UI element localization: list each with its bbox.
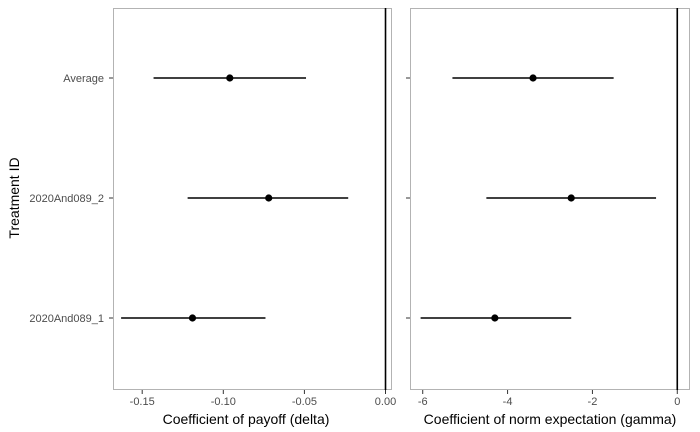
y-tick-label: 2020And089_1 <box>29 313 104 325</box>
panel-norm-expectation-gamma: -6 -4 -2 0 <box>406 8 690 408</box>
panel-border <box>410 8 690 390</box>
x-tick-label: -4 <box>503 396 513 408</box>
point-estimate <box>567 194 575 202</box>
x-tick-label: -0.15 <box>130 396 155 408</box>
point-estimate <box>265 194 273 202</box>
x-axis-title-payoff: Coefficient of payoff (delta) <box>163 411 330 427</box>
x-tick-label: -2 <box>588 396 598 408</box>
y-tick-label: 2020And089_2 <box>29 193 104 205</box>
panel-payoff-delta: -0.15 -0.10 -0.05 0.00 <box>109 8 396 408</box>
x-axis-title-norm: Coefficient of norm expectation (gamma) <box>424 411 677 427</box>
point-estimate <box>491 314 499 322</box>
point-estimate <box>188 314 197 322</box>
x-tick-label: 0 <box>674 396 680 408</box>
x-tick-label: -0.10 <box>211 396 236 408</box>
y-tick-labels: Average 2020And089_2 2020And089_1 <box>29 73 104 325</box>
point-estimate <box>226 74 234 82</box>
x-tick-label: -0.05 <box>292 396 317 408</box>
panel-border <box>113 8 392 390</box>
x-tick-label: -6 <box>418 396 428 408</box>
point-estimate <box>529 74 537 82</box>
y-tick-label: Average <box>63 73 104 85</box>
x-tick-label: 0.00 <box>375 396 396 408</box>
y-axis-title: Treatment ID <box>6 157 22 238</box>
